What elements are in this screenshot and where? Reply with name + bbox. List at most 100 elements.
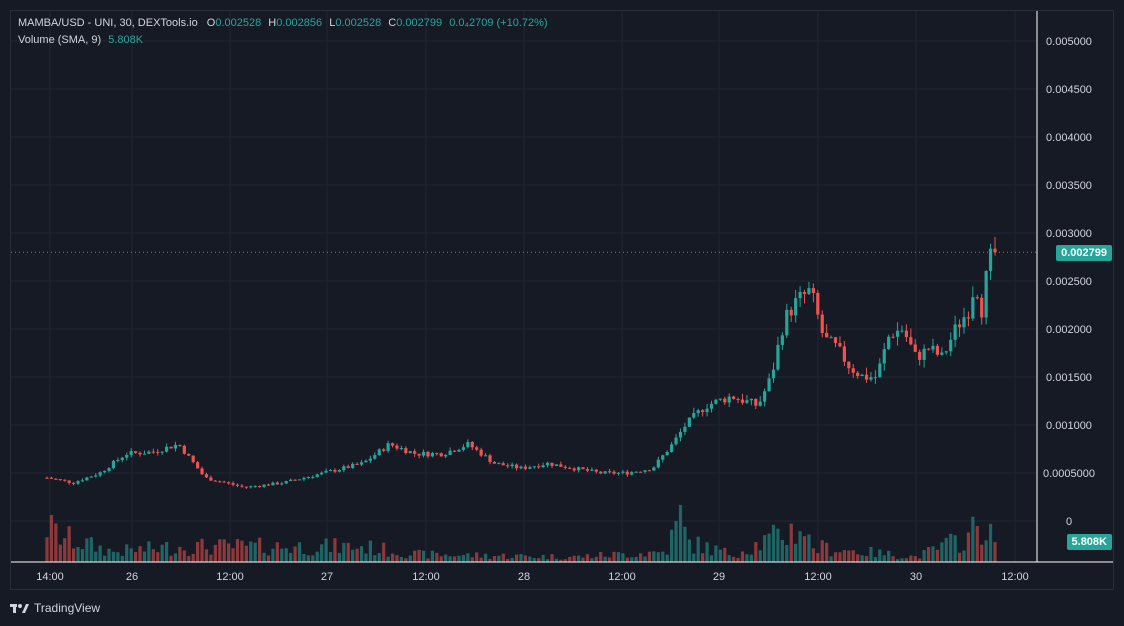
candle-body — [359, 462, 364, 465]
open-label: O — [206, 17, 216, 29]
candle-body — [802, 291, 807, 294]
open-value: 0.002528 — [215, 17, 262, 29]
volume-bar — [102, 555, 107, 562]
candle-body — [550, 462, 554, 466]
candle-body — [439, 453, 443, 457]
candle-body — [541, 465, 545, 468]
candle-body — [554, 464, 559, 466]
candle-body — [758, 401, 762, 406]
candle-body — [497, 463, 501, 465]
volume-bar — [209, 554, 213, 562]
candle-body — [58, 479, 62, 481]
candle-body — [253, 486, 257, 488]
x-tick-label: 12:00 — [216, 571, 244, 583]
candle-body — [975, 297, 979, 299]
volume-bar — [342, 542, 346, 562]
volume-bar — [492, 555, 497, 562]
volume-bar — [368, 540, 372, 562]
candle-body — [80, 480, 85, 482]
candle-body — [266, 484, 271, 486]
volume-bar — [895, 559, 900, 562]
volume-bar — [674, 520, 678, 562]
low-value: 0.002528 — [335, 17, 382, 29]
candle-body — [54, 478, 58, 480]
candle-body — [49, 477, 54, 479]
volume-bar — [594, 556, 598, 562]
candle-body — [537, 466, 541, 468]
volume-bar — [709, 555, 714, 562]
volume-label[interactable]: Volume (SMA, 9) — [18, 34, 102, 46]
volume-bar — [665, 554, 669, 562]
candle-body — [235, 484, 240, 486]
volume-bar — [603, 556, 607, 562]
volume-bar — [165, 541, 169, 562]
candle-body — [289, 479, 293, 482]
candle-body — [227, 482, 231, 484]
candle-body — [904, 330, 909, 338]
volume-bar — [80, 549, 85, 562]
candle-body — [953, 324, 957, 340]
candle-body — [838, 343, 842, 347]
y-tick-label: 0.001000 — [1046, 420, 1092, 432]
last-volume-tag: 5.808K — [1066, 534, 1112, 550]
volume-bar — [789, 523, 793, 562]
volume-bar — [776, 528, 780, 562]
candle-body — [324, 470, 328, 473]
volume-bar — [528, 556, 532, 562]
candle-body — [714, 399, 718, 404]
volume-bar — [962, 550, 966, 562]
candle-body — [368, 458, 372, 461]
volume-bar — [785, 544, 789, 562]
candle-body — [111, 460, 116, 469]
candle-body — [630, 472, 634, 475]
candle-body — [670, 444, 674, 452]
volume-bar — [364, 553, 368, 562]
candle-body — [887, 336, 891, 350]
x-tick-label: 12:00 — [1001, 571, 1029, 583]
candle-body — [568, 467, 572, 469]
volume-bar — [488, 558, 492, 562]
volume-bar — [377, 553, 381, 562]
candle-body — [107, 468, 111, 471]
volume-bar — [54, 523, 58, 562]
candle-body — [395, 445, 399, 449]
volume-bar — [191, 553, 195, 562]
volume-bar — [678, 504, 683, 562]
candle-body — [957, 324, 962, 328]
volume-bar — [581, 557, 585, 562]
chart-frame[interactable] — [10, 10, 1114, 590]
volume-bar — [63, 538, 67, 562]
volume-bar — [616, 552, 621, 562]
volume-bar — [599, 552, 603, 562]
tradingview-label: TradingView — [34, 601, 101, 615]
candle-body — [435, 453, 439, 455]
volume-bar — [714, 545, 718, 562]
candle-body — [603, 471, 607, 474]
volume-bar — [541, 554, 545, 562]
volume-bar — [514, 554, 519, 562]
volume-bar — [749, 554, 753, 562]
candle-body — [656, 459, 660, 468]
tradingview-branding[interactable]: TradingView — [10, 598, 100, 618]
candle-body — [240, 485, 244, 487]
candle-body — [754, 398, 758, 406]
candle-body — [763, 391, 767, 402]
candle-body — [218, 481, 222, 483]
candle-body — [492, 461, 497, 464]
volume-bar — [984, 540, 988, 562]
candle-body — [337, 470, 341, 472]
symbol-label[interactable]: MAMBA/USD - UNI, 30, DEXTools.io — [18, 17, 198, 29]
candle-body — [187, 453, 191, 456]
candle-body — [373, 455, 377, 459]
candle-body — [377, 449, 381, 456]
candle-body — [878, 363, 882, 378]
candle-body — [709, 403, 714, 409]
volume-bar — [572, 555, 576, 562]
candle-body — [909, 337, 913, 345]
candle-body — [138, 452, 142, 455]
volume-bar — [160, 544, 164, 562]
volume-bar — [293, 546, 297, 562]
volume-bar — [696, 536, 700, 562]
